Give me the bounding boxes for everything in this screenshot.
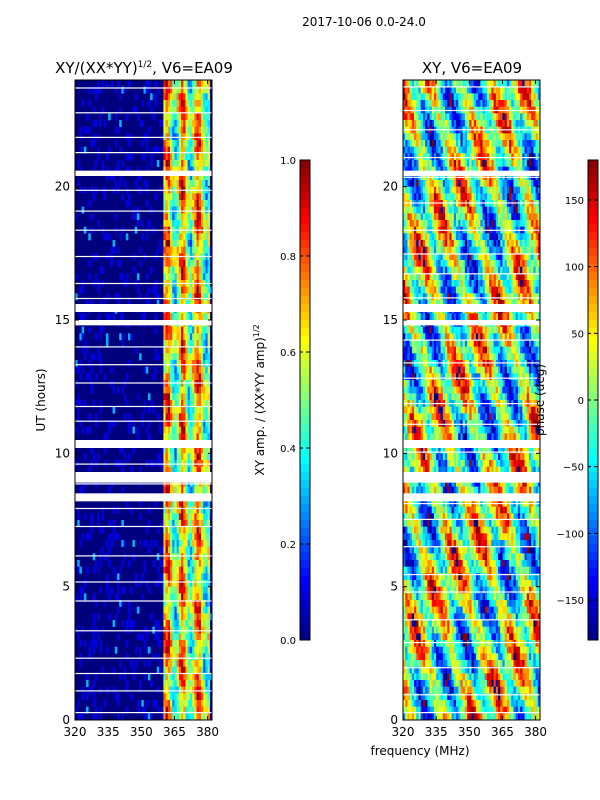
- shared-x-axis-label: frequency (MHz): [370, 744, 469, 758]
- colorbar-tick-label: 0.2: [280, 540, 296, 551]
- flagged-band: [403, 493, 540, 502]
- flagged-band: [403, 472, 540, 483]
- x-tick-label: 335: [97, 725, 120, 739]
- right-phase-heatmap: [403, 80, 541, 721]
- y-tick-label: 10: [55, 446, 70, 460]
- colorbar-tick-label: 0.6: [280, 348, 296, 359]
- colorbar-tick-label: 0.0: [280, 636, 296, 647]
- colorbar-tick-label: −100: [557, 529, 584, 540]
- flagged-band: [75, 304, 212, 312]
- flagged-band: [403, 440, 540, 448]
- right-panel-frame: [402, 79, 541, 721]
- x-tick-label: 320: [392, 725, 415, 739]
- x-tick-label: 380: [196, 725, 219, 739]
- flagged-band: [75, 472, 212, 483]
- left-colorbar-frame: [299, 159, 311, 641]
- flagged-band: [403, 304, 540, 312]
- left-colorbar-axis: 0.0 0.2 0.4 0.6 0.8 1.0: [280, 156, 310, 647]
- y-tick-label: 20: [383, 180, 398, 194]
- colorbar-tick-label: 0: [578, 396, 584, 407]
- colorbar-tick-label: 0.8: [280, 252, 296, 263]
- colorbar-tick-label: 0.4: [280, 444, 296, 455]
- left-colorbar-label: XY amp. / (XX*YY amp)1/2: [252, 324, 267, 475]
- x-tick-label: 320: [64, 725, 87, 739]
- y-tick-label: 0: [390, 713, 398, 727]
- colorbar-tick-label: 100: [565, 263, 584, 274]
- y-tick-label: 5: [62, 580, 70, 594]
- x-tick-label: 350: [130, 725, 153, 739]
- flagged-band: [403, 320, 540, 326]
- y-tick-label: 10: [383, 446, 398, 460]
- colorbar-tick-label: 150: [565, 196, 584, 207]
- colorbar-tick-label: −150: [557, 596, 584, 607]
- flagged-band: [75, 440, 212, 448]
- colorbar-tick-label: −50: [563, 463, 584, 474]
- figure-suptitle: 2017-10-06 0.0-24.0: [302, 15, 426, 29]
- flagged-band: [403, 170, 540, 176]
- y-tick-label: 15: [55, 313, 70, 327]
- colorbar-tick-label: 50: [571, 329, 584, 340]
- left-colorbar: [300, 160, 310, 641]
- left-amplitude-heatmap: [75, 80, 213, 721]
- right-colorbar-axis: −150 −100 −50 0 50 100 150: [557, 196, 598, 607]
- right-panel-axes: 320 335 350 365 380 0 5 10 15 20: [383, 80, 547, 739]
- y-tick-label: 20: [55, 180, 70, 194]
- x-tick-label: 365: [491, 725, 514, 739]
- right-colorbar-label: phase (deg): [533, 364, 547, 436]
- flagged-band: [75, 493, 212, 502]
- colorbar-tick-label: 1.0: [280, 156, 296, 167]
- x-tick-label: 365: [163, 725, 186, 739]
- left-y-axis-label: UT (hours): [34, 368, 48, 431]
- right-panel-title: XY, V6=EA09: [422, 59, 522, 77]
- y-tick-label: 5: [390, 580, 398, 594]
- left-panel-frame: [74, 79, 213, 721]
- x-tick-label: 335: [425, 725, 448, 739]
- x-tick-label: 350: [458, 725, 481, 739]
- left-panel-axes: 320 335 350 365 380 0 5 10 15 20: [55, 80, 219, 739]
- left-panel-title: XY/(XX*YY)1/2, V6=EA09: [55, 59, 233, 77]
- flagged-band: [75, 170, 212, 176]
- right-colorbar: [588, 160, 598, 641]
- y-tick-label: 0: [62, 713, 70, 727]
- flagged-band: [75, 320, 212, 326]
- x-tick-label: 380: [524, 725, 547, 739]
- y-tick-label: 15: [383, 313, 398, 327]
